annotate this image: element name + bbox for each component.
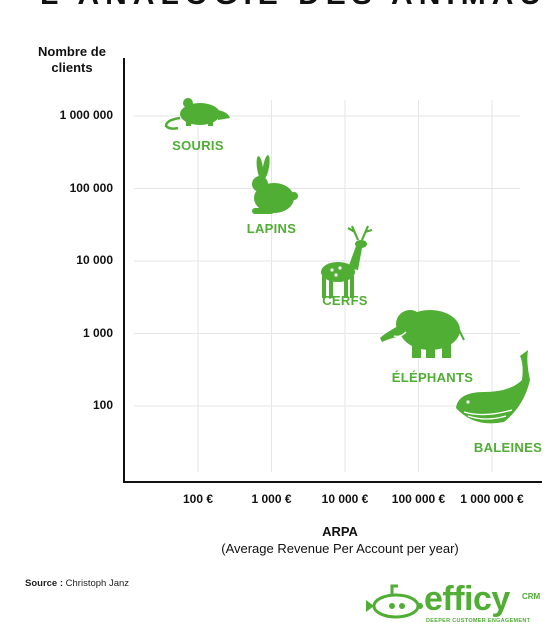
efficy-logo: efficy CRM DEEPER CUSTOMER ENGAGEMENT [362,580,552,626]
animal-icons [164,98,530,424]
logo-wordmark: efficy [424,580,510,618]
point-label-lapins: LAPINS [246,220,297,236]
point-label-éléphants: ÉLÉPHANTS [391,369,474,385]
y-tick-label: 1 000 [82,325,113,340]
y-axis-title: Nombre de clients [38,44,106,75]
point-label-souris: SOURIS [172,138,224,153]
point-label-cerfs: CERFS [322,293,368,308]
y-tick-label: 100 000 [69,180,113,195]
y-tick-label: 1 000 000 [59,108,113,122]
x-tick-label: 10 000 € [321,492,369,506]
logo-tagline: DEEPER CUSTOMER ENGAGEMENT [426,618,531,624]
elephant-icon [380,310,465,358]
source-name: Christoph Janz [65,578,130,589]
point-label-baleines: BALEINES [473,440,543,455]
axes [123,58,542,483]
mouse-icon [164,98,230,130]
y-tick-label: 100 [92,398,113,412]
page-banner: L'ANALOGIE DES ANIMAUX [40,0,540,8]
grid [134,100,520,472]
x-tick-label: 1 000 000 € [460,492,524,506]
logo-crm: CRM [522,592,541,601]
deer-icon [321,225,373,298]
x-axis-subtitle: (Average Revenue Per Account per year) [221,541,459,556]
x-tick-label: 100 € [182,492,214,506]
y-tick-label: 10 000 [76,253,113,267]
x-tick-label: 100 000 € [391,492,446,506]
submarine-icon [366,584,423,619]
source-prefix: Source : [25,578,64,589]
rabbit-icon [252,155,298,214]
whale-icon [456,350,530,424]
x-axis-title: ARPA [322,524,358,539]
x-tick-label: 1 000 € [251,492,292,506]
source-credit: Source : Christoph Janz [25,578,129,589]
